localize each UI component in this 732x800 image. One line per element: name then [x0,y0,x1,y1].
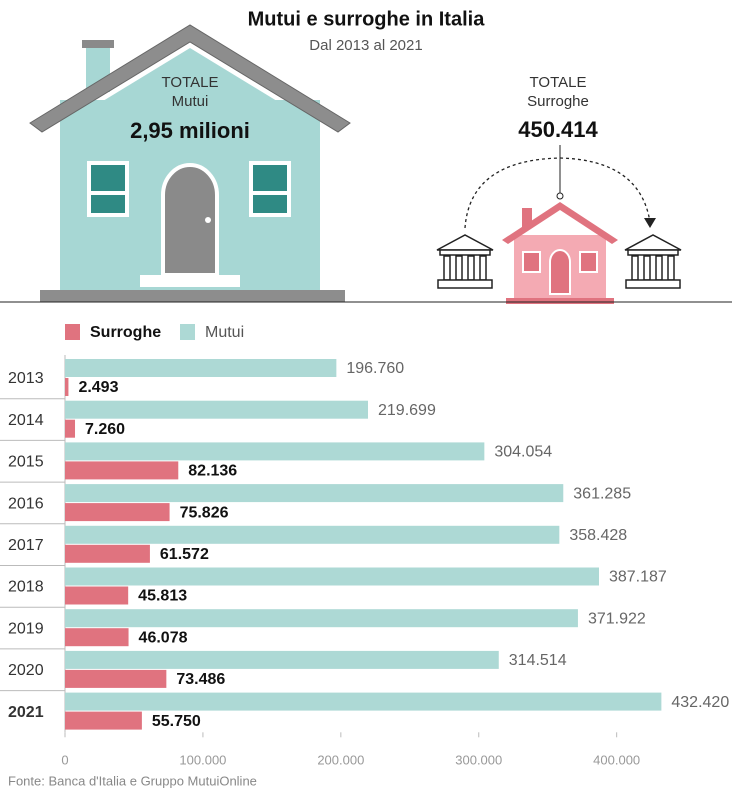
value-label: 55.750 [152,713,201,730]
door-knob [205,217,211,223]
pointer-dot [556,192,564,200]
bar [65,544,150,563]
value-label: 45.813 [138,588,187,605]
y-tick-label: 2016 [8,495,44,512]
y-tick-label: 2021 [8,704,44,721]
annotation-label: Surroghe [527,93,589,110]
x-tick-label: 0 [61,752,68,767]
bar [65,567,599,586]
value-label: 7.260 [85,421,125,438]
legend-label: Surroghe [90,324,161,341]
value-label: 358.428 [569,527,627,544]
value-label: 75.826 [180,504,229,521]
x-tick-label: 300.000 [455,752,502,767]
bar [65,628,129,647]
annotation-label: TOTALE [530,74,587,91]
y-tick-label: 2013 [8,370,44,387]
annotation-value: 2,95 milioni [130,118,250,143]
bar [65,669,167,688]
value-label: 371.922 [588,610,646,627]
surroghe-illustration [436,145,682,304]
annotation-label: Mutui [172,93,209,110]
value-label: 46.078 [139,629,188,646]
legend-label: Mutui [205,324,244,341]
bar [65,711,142,730]
y-tick-label: 2020 [8,662,44,679]
arrow-head [644,218,656,228]
bar [65,442,485,461]
roof [29,24,351,133]
value-label: 432.420 [671,694,729,711]
bar [65,419,76,438]
bar [65,586,129,605]
value-label: 82.136 [188,463,237,480]
y-tick-label: 2015 [8,454,44,471]
bank-right [624,234,682,289]
small-window [579,251,598,273]
y-tick-label: 2014 [8,412,44,429]
value-label: 61.572 [160,546,209,563]
annotation-label: TOTALE [162,74,219,91]
chart-title: Mutui e surroghe in Italia [248,8,486,30]
gable [62,48,318,126]
bank-left [436,234,494,289]
bar [65,359,337,377]
small-chimney [522,208,532,228]
bar [65,378,69,396]
bar [65,503,170,522]
value-label: 387.187 [609,569,667,586]
bar [65,525,560,544]
x-tick-label: 400.000 [593,752,640,767]
bar [65,692,662,711]
bar [65,461,179,480]
chimney-top [82,40,114,48]
y-tick-label: 2018 [8,579,44,596]
source: Fonte: Banca d'Italia e Gruppo MutuiOnli… [8,773,257,788]
chart-subtitle: Dal 2013 al 2021 [309,37,422,54]
x-tick-label: 100.000 [179,752,226,767]
step [140,275,240,287]
legend-swatch [65,324,80,340]
value-label: 2.493 [78,379,118,396]
door [161,163,219,277]
windows [87,161,291,217]
house-illustration [29,24,351,302]
value-label: 361.285 [573,485,631,502]
x-tick-label: 200.000 [317,752,364,767]
bar [65,650,499,669]
bar [65,609,578,628]
y-tick-label: 2019 [8,620,44,637]
bar [65,484,564,503]
legend-swatch [180,324,195,340]
value-label: 219.699 [378,402,436,419]
value-label: 73.486 [176,671,225,688]
small-roof [502,202,618,244]
value-label: 314.514 [509,652,567,669]
bar [65,400,369,419]
small-door [549,249,571,295]
value-label: 196.760 [346,360,404,377]
small-window [522,251,541,273]
y-tick-label: 2017 [8,537,44,554]
small-base [506,298,614,304]
transfer-arc [464,157,651,229]
base [40,290,345,302]
value-label: 304.054 [494,444,552,461]
annotation-value: 450.414 [518,117,598,142]
